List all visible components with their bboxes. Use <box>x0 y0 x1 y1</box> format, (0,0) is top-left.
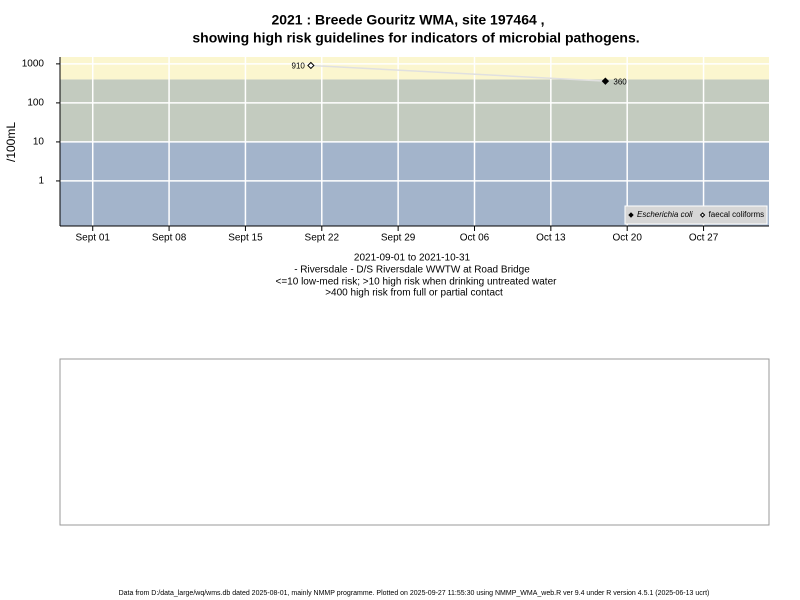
note: 2021-09-01 to 2021-10-31 <box>354 253 471 264</box>
x-tick-label: Sept 01 <box>75 233 110 244</box>
risk-band <box>60 79 769 142</box>
y-tick-label: 1 <box>38 176 44 187</box>
legend-marker <box>628 212 634 218</box>
note: >400 high risk from full or partial cont… <box>325 288 503 299</box>
point <box>601 77 610 85</box>
y-tick-label: 1000 <box>22 59 45 70</box>
y-tick-label: 100 <box>27 98 44 109</box>
legend-label: Escherichia coli <box>637 210 693 219</box>
risk-band <box>60 57 769 80</box>
data-label: 360 <box>613 77 627 86</box>
note: - Riversdale - D/S Riversdale WWTW at Ro… <box>294 265 530 276</box>
x-tick-label: Sept 08 <box>152 233 187 244</box>
x-tick-label: Oct 20 <box>612 233 642 244</box>
legend-box <box>624 205 768 225</box>
x-tick-label: Sept 15 <box>228 233 263 244</box>
data-label: 910 <box>292 62 306 71</box>
y-tick-label: 10 <box>33 137 45 148</box>
x-tick-label: Sept 29 <box>381 233 416 244</box>
x-tick-label: Oct 27 <box>689 233 719 244</box>
x-tick-label: Sept 22 <box>305 233 340 244</box>
chart-title: showing high risk guidelines for indicat… <box>192 30 639 46</box>
footer: Data from D:/data_large/wq/wms.db dated … <box>119 590 710 597</box>
x-tick-label: Oct 13 <box>536 233 566 244</box>
note: <=10 low-med risk; >10 high risk when dr… <box>276 277 558 288</box>
x-tick-label: Oct 06 <box>460 233 490 244</box>
empty-panel <box>59 358 770 526</box>
legend-marker <box>699 212 706 218</box>
legend-label: faecal coliforms <box>709 210 765 219</box>
chart-title: 2021 : Breede Gouritz WMA, site 197464 , <box>271 12 544 28</box>
point <box>307 61 315 70</box>
y-axis-label: /100mL <box>4 122 18 162</box>
trend-line <box>310 64 606 82</box>
